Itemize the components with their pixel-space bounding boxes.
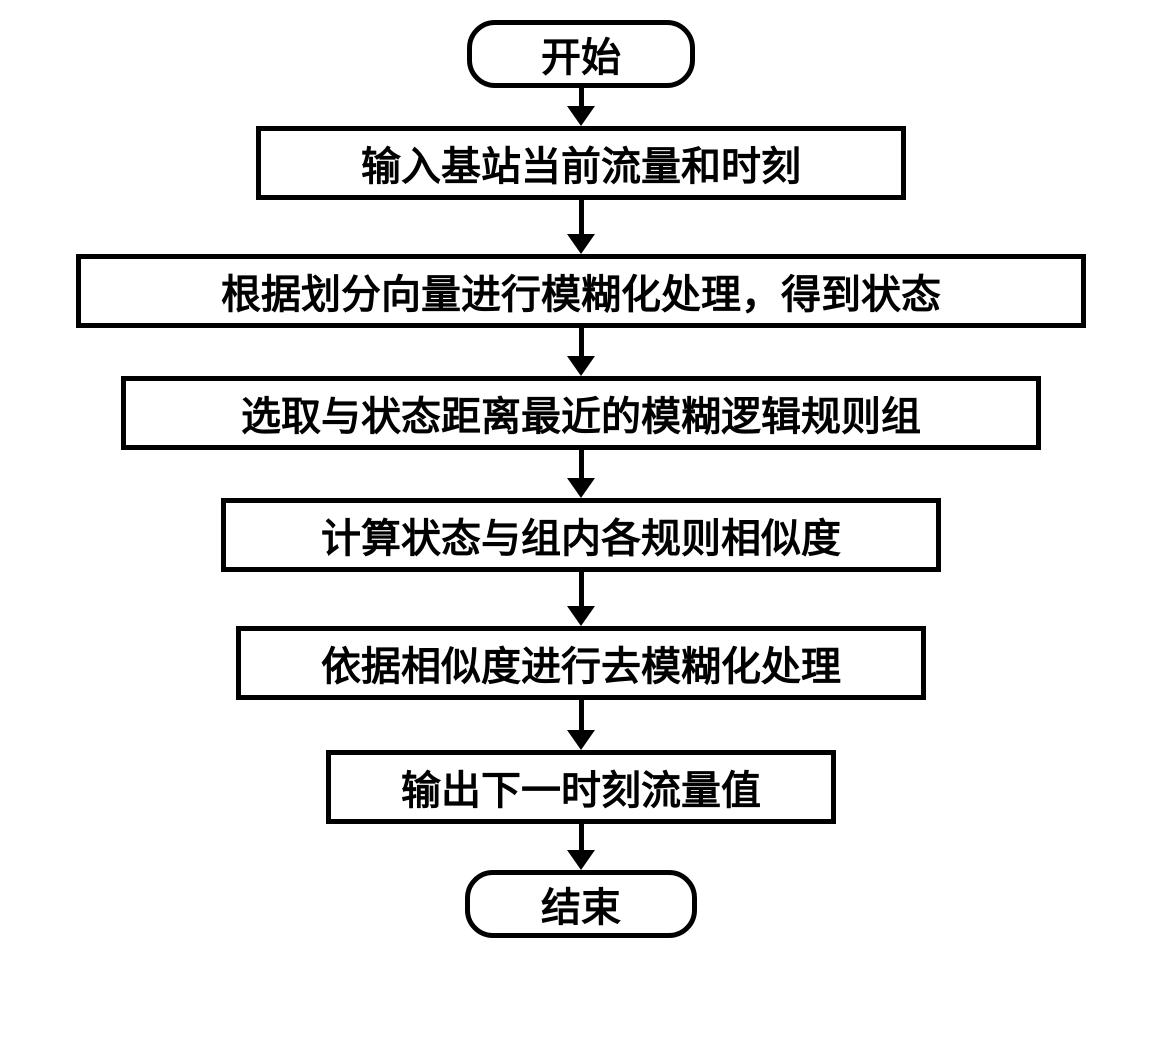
- node-label: 依据相似度进行去模糊化处理: [321, 634, 841, 692]
- flowchart-process-output: 输出下一时刻流量值: [326, 750, 836, 824]
- flowchart-start-node: 开始: [467, 20, 695, 88]
- node-label: 根据划分向量进行模糊化处理，得到状态: [221, 262, 941, 320]
- flowchart-process-defuzz: 依据相似度进行去模糊化处理: [236, 626, 926, 700]
- flowchart-process-select: 选取与状态距离最近的模糊逻辑规则组: [121, 376, 1041, 450]
- node-label: 结束: [541, 875, 621, 933]
- flowchart-arrow: [567, 572, 595, 626]
- node-label: 输入基站当前流量和时刻: [361, 134, 801, 192]
- flowchart-process-input: 输入基站当前流量和时刻: [256, 126, 906, 200]
- flowchart-arrow: [567, 700, 595, 750]
- flowchart-process-fuzz: 根据划分向量进行模糊化处理，得到状态: [76, 254, 1086, 328]
- node-label: 计算状态与组内各规则相似度: [321, 506, 841, 564]
- flowchart-arrow: [567, 88, 595, 126]
- flowchart-arrow: [567, 450, 595, 498]
- node-label: 开始: [541, 25, 621, 83]
- flowchart-arrow: [567, 824, 595, 870]
- flowchart-arrow: [567, 200, 595, 254]
- node-label: 选取与状态距离最近的模糊逻辑规则组: [241, 384, 921, 442]
- flowchart-process-sim: 计算状态与组内各规则相似度: [221, 498, 941, 572]
- flowchart-end-node: 结束: [465, 870, 697, 938]
- node-label: 输出下一时刻流量值: [401, 758, 761, 816]
- flowchart-arrow: [567, 328, 595, 376]
